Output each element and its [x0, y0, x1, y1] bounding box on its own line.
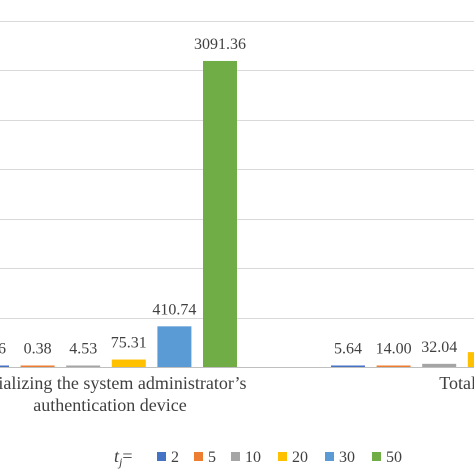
bar-20-cat2	[467, 352, 474, 367]
data-label-10-cat1: 4.53	[69, 341, 97, 358]
legend-label-20: 20	[292, 449, 308, 466]
legend-swatch-50	[372, 452, 381, 461]
legend-label-2: 2	[171, 449, 179, 466]
legend-label-5: 5	[208, 449, 216, 466]
legend-label-30: 30	[339, 449, 355, 466]
bars	[0, 60, 474, 368]
legend-swatch-5	[194, 452, 203, 461]
legend-title: tj=	[114, 446, 133, 469]
bar-30-cat1	[157, 326, 192, 367]
data-label-10-cat2: 32.04	[421, 339, 457, 356]
bar-5-cat1	[20, 365, 55, 367]
bar-5-cat2	[376, 365, 411, 367]
legend-swatch-10	[231, 452, 240, 461]
data-labels: 0.065.640.3814.004.5332.0475.3115410.743…	[0, 36, 457, 358]
category-label-1: Initializing the system administrator’s	[0, 373, 247, 393]
category-label-1: authentication device	[33, 395, 186, 415]
legend-swatch-30	[325, 452, 334, 461]
legend-swatch-2	[157, 452, 166, 461]
bar-50-cat1	[203, 60, 237, 368]
legend-label-10: 10	[245, 449, 261, 466]
data-label-50-cat1: 3091.36	[194, 36, 246, 53]
category-label-2: Total	[439, 373, 474, 393]
data-label-2-cat2: 5.64	[334, 341, 362, 358]
bar-20-cat1	[111, 359, 146, 367]
bar-10-cat2	[422, 363, 457, 367]
data-label-5-cat2: 14.00	[376, 341, 412, 358]
legend-swatch-20	[278, 452, 287, 461]
category-labels: Initializing the system administrator’sa…	[0, 373, 474, 415]
bar-10-cat1	[66, 365, 101, 367]
data-label-5-cat1: 0.38	[24, 341, 52, 358]
data-label-20-cat1: 75.31	[111, 335, 147, 352]
legend: tj= 2 5 10 20 30 50	[114, 446, 402, 469]
legend-label-50: 50	[386, 449, 402, 466]
bar-2-cat2	[331, 365, 365, 367]
data-label-30-cat1: 410.74	[152, 301, 196, 318]
bar-2-cat1	[0, 365, 9, 367]
data-label-2-cat1: 0.06	[0, 341, 6, 358]
